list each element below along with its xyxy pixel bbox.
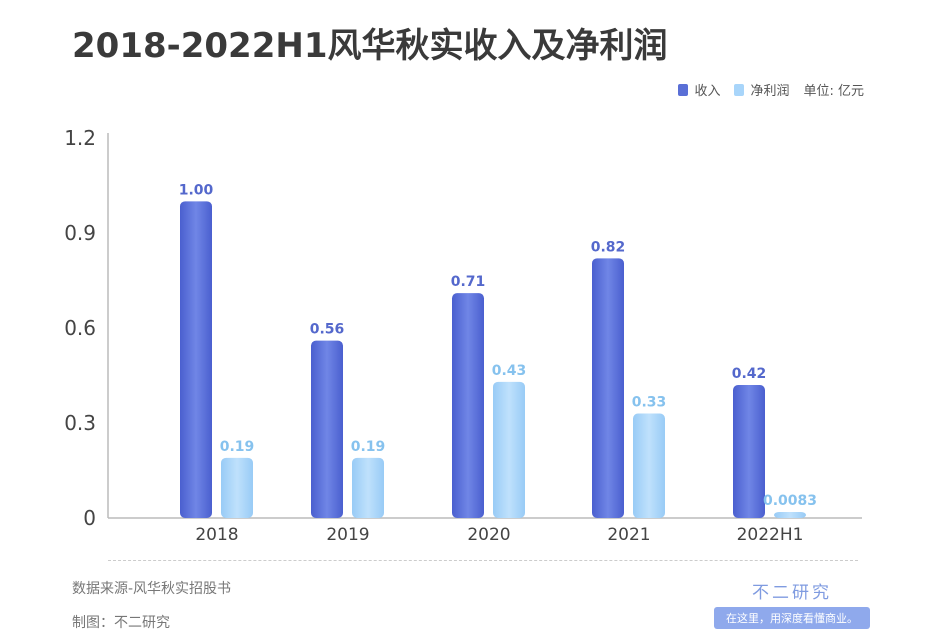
brand-name: 不二研究 [752,583,832,603]
data-label: 0.43 [492,363,527,379]
data-label: 0.19 [220,439,255,455]
y-tick-label: 0.3 [64,411,96,435]
data-label: 0.56 [310,322,345,338]
data-label: 0.19 [351,439,386,455]
data-label: 0.82 [591,239,626,255]
source-note: 数据来源-风华秋实招股书 [72,581,232,597]
divider [108,560,858,561]
data-label: 0.71 [451,274,486,290]
chart-title: 2018-2022H1风华秋实收入及净利润 [72,26,668,66]
unit-label: 单位: 亿元 [803,84,864,99]
legend-label-profit: 净利润 [750,84,790,99]
bar-profit [352,457,384,518]
x-tick-label: 2021 [607,525,650,545]
x-tick-label: 2022H1 [737,525,804,545]
maker-note: 制图：不二研究 [72,615,170,631]
data-label: 0.42 [732,366,767,382]
bar-profit [633,413,665,518]
y-tick-label: 0.9 [64,221,96,245]
legend-swatch-revenue [678,83,689,96]
x-tick-label: 2019 [326,525,369,545]
bar-revenue [180,201,212,519]
brand-slogan: 在这里，用深度看懂商业。 [714,607,870,629]
x-tick-label: 2020 [467,525,510,545]
bar-profit [774,512,806,518]
legend-label-revenue: 收入 [694,84,721,99]
legend-swatch-profit [734,83,745,96]
legend: 收入 净利润 单位: 亿元 [678,80,864,99]
data-label: 0.33 [632,395,667,411]
y-tick-label: 0.6 [64,316,96,340]
bar-profit [493,381,525,518]
brand-logo: 不二研究 在这里，用深度看懂商业。 [712,578,872,629]
data-label: 0.0083 [763,493,817,509]
data-label: 1.00 [179,182,214,198]
x-tick-label: 2018 [195,525,238,545]
y-tick-label: 1.2 [64,126,96,150]
bar-revenue [452,293,484,518]
bar-revenue [311,340,343,518]
bar-profit [221,457,253,518]
bar-revenue [592,258,624,518]
bar-revenue [733,385,765,518]
y-tick-label: 0 [83,506,96,530]
